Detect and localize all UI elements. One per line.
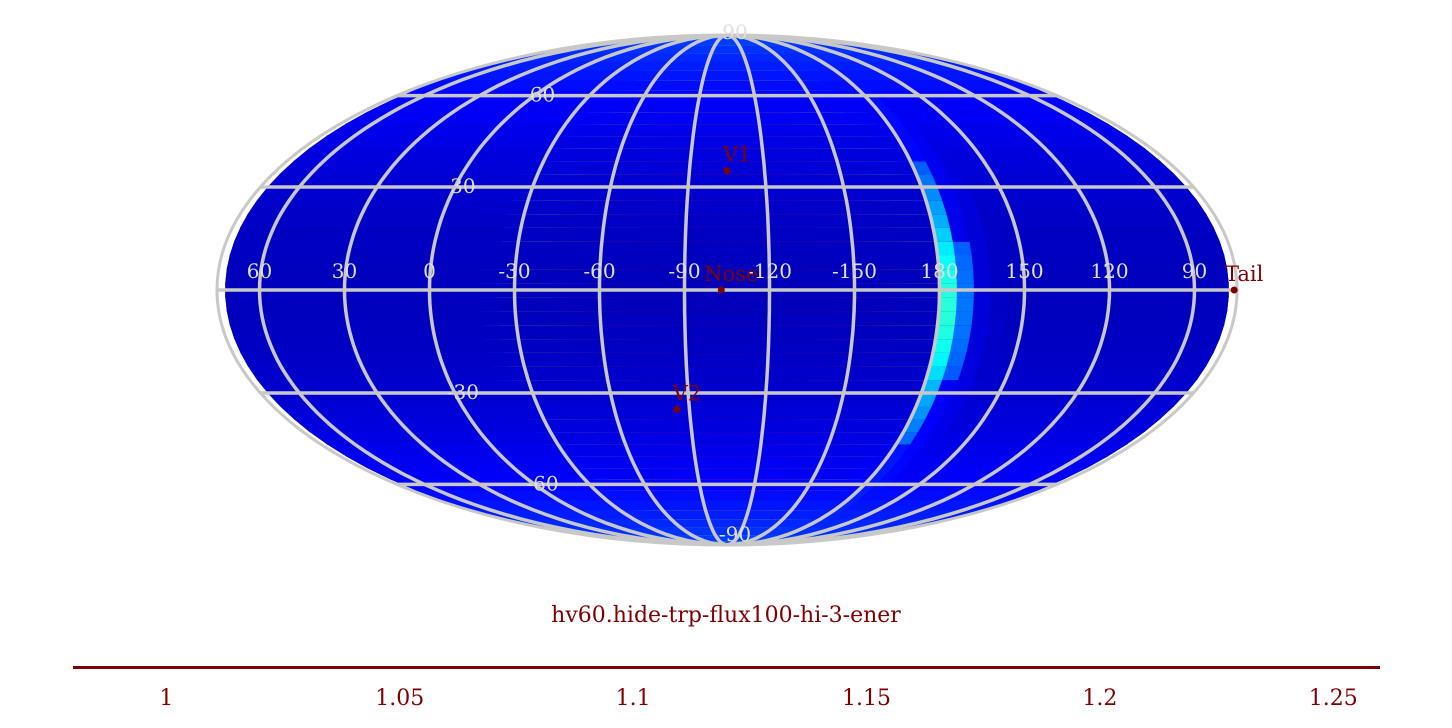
marker-point <box>717 286 725 294</box>
map-cell <box>989 296 1008 312</box>
map-cells <box>225 35 1229 545</box>
map-cell <box>970 310 991 326</box>
map-cell <box>1023 296 1042 312</box>
marker-point <box>723 167 731 175</box>
colorbar-tick: 1.25 <box>1308 686 1358 711</box>
latitude-label: 30 <box>450 174 475 198</box>
longitude-label: 150 <box>1005 259 1043 283</box>
longitude-label: -60 <box>583 259 615 283</box>
latitude-label: 60 <box>530 83 555 107</box>
map-cell <box>1056 268 1076 284</box>
map-cell <box>1155 310 1177 326</box>
map-cell <box>1054 310 1075 326</box>
longitude-label: -90 <box>668 259 700 283</box>
map-cell <box>951 240 972 256</box>
map-cell <box>970 254 991 270</box>
map-cell <box>949 338 970 353</box>
map-cell <box>987 254 1008 270</box>
map-cell <box>1209 296 1229 312</box>
map-cell <box>1141 268 1161 284</box>
longitude-label: 0 <box>423 259 436 283</box>
map-cell <box>1035 240 1056 256</box>
map-cell <box>1054 254 1075 270</box>
latitude-label: 90 <box>722 20 747 44</box>
map-cell <box>951 324 972 340</box>
colorbar <box>73 666 1380 669</box>
longitude-label: 60 <box>247 259 272 283</box>
latitude-label: -30 <box>447 380 479 404</box>
map-cell <box>938 296 957 312</box>
map-cell <box>968 324 989 340</box>
map-cell <box>1141 296 1161 312</box>
latitude-label: -60 <box>526 471 558 495</box>
map-cell <box>1039 296 1059 312</box>
map-cell <box>1158 296 1178 312</box>
map-cell <box>1158 268 1178 284</box>
map-cell <box>985 324 1006 340</box>
longitude-label: -150 <box>832 259 877 283</box>
map-cell <box>1206 254 1228 270</box>
map-cell <box>1051 240 1073 256</box>
map-cell <box>985 240 1006 256</box>
map-cell <box>1139 254 1160 270</box>
colorbar-tick: 1.2 <box>1082 686 1118 711</box>
map-cell <box>1006 296 1025 312</box>
map-cell <box>1124 296 1144 312</box>
latitude-label: -90 <box>719 522 751 546</box>
map-cell <box>1071 310 1092 326</box>
colorbar-tick: 1.05 <box>375 686 425 711</box>
marker-point <box>673 405 681 413</box>
marker-label: V1 <box>722 143 752 167</box>
map-title: hv60.hide-trp-flux100-hi-3-ener <box>551 603 901 628</box>
colorbar-tick: 1.1 <box>615 686 651 711</box>
map-cell <box>1035 324 1056 340</box>
longitude-label: -30 <box>498 259 530 283</box>
marker-label: Nose <box>704 262 758 286</box>
marker-point <box>1230 286 1238 294</box>
map-cell <box>953 310 974 326</box>
map-cell <box>1122 310 1143 326</box>
longitude-label: 180 <box>920 259 958 283</box>
map-cell <box>1038 310 1058 326</box>
map-cell <box>972 268 991 284</box>
map-cell <box>1056 296 1076 312</box>
map-cell <box>1206 310 1228 326</box>
marker-label: Tail <box>1225 262 1264 286</box>
map-cell <box>949 227 970 242</box>
map-cell <box>1155 254 1177 270</box>
map-cell <box>968 240 989 256</box>
map-cell <box>972 296 991 312</box>
longitude-label: 30 <box>332 259 357 283</box>
map-cell <box>1071 254 1092 270</box>
map-cell <box>1051 324 1073 340</box>
colorbar-tick: 1 <box>159 686 174 711</box>
longitude-label: 90 <box>1182 259 1207 283</box>
marker-label: V2 <box>672 381 702 405</box>
map-cell <box>1073 296 1093 312</box>
map-cell <box>987 310 1008 326</box>
colorbar-tick: 1.15 <box>842 686 891 711</box>
map-cell <box>955 296 974 312</box>
longitude-label: 120 <box>1090 259 1128 283</box>
map-cell <box>1139 310 1160 326</box>
